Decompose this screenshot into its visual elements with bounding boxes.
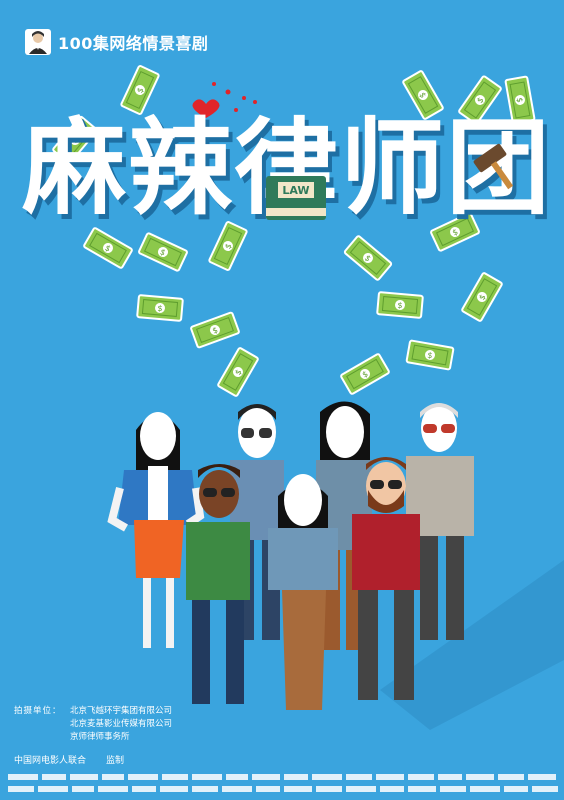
series-badge-text: 100集网络情景喜剧	[58, 34, 209, 53]
supervision-org: 中国网电影人联合	[14, 756, 87, 766]
law-book-icon: LAW	[266, 176, 326, 220]
credits-label: 拍摄单位：	[14, 706, 62, 716]
lawyer-figure-woman-left	[107, 412, 205, 648]
title-block: 麻辣律师团 LAW	[0, 108, 564, 228]
supervision-action: 监制	[106, 756, 125, 766]
supervision-line: 中国网电影人联合 监制	[14, 753, 124, 766]
lawyer-figure-old-man	[406, 403, 474, 640]
lawyer-figure-woman-front	[268, 474, 338, 710]
company-name: 北京飞越环宇集团有限公司	[70, 706, 173, 716]
sponsor-logos	[8, 774, 558, 792]
series-badge: 100集网络情景喜剧	[24, 28, 208, 56]
production-credits: 拍摄单位： 北京飞越环宇集团有限公司 北京麦基影业传媒有限公司 京师律师事务所	[14, 705, 172, 744]
company-name: 北京麦基影业传媒有限公司	[70, 719, 173, 729]
book-label: LAW	[282, 184, 309, 197]
gavel-icon	[473, 143, 514, 190]
lawyer-avatar-icon	[25, 29, 51, 55]
company-name: 京师律师事务所	[70, 732, 130, 742]
lawyer-figure-boy-green	[186, 464, 250, 704]
heart-icon	[192, 82, 257, 118]
lawyer-figure-bearded-man	[352, 457, 420, 700]
